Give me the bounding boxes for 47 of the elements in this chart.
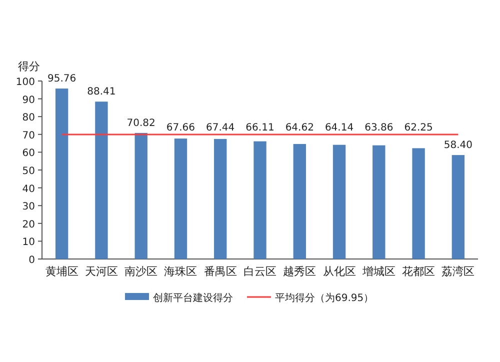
x-tick-label: 海珠区 (164, 265, 198, 278)
x-tick-label: 花都区 (402, 265, 436, 278)
bar (293, 144, 306, 259)
data-label: 64.14 (324, 122, 354, 134)
x-tick-label: 荔湾区 (442, 265, 475, 278)
y-tick-label: 70 (22, 130, 35, 142)
bar (134, 132, 148, 259)
data-label: 67.66 (166, 122, 196, 134)
bar (174, 138, 188, 259)
y-axis-title: 得分 (18, 60, 40, 73)
x-tick-label: 白云区 (244, 265, 276, 278)
data-label: 70.82 (126, 118, 156, 129)
bar (452, 155, 465, 259)
y-tick-label: 90 (22, 94, 35, 106)
data-label: 67.44 (206, 122, 235, 134)
y-tick-label: 60 (22, 148, 35, 160)
y-tick-label: 50 (22, 166, 35, 177)
y-tick-label: 30 (22, 202, 35, 213)
legend-label: 创新平台建设得分 (153, 292, 233, 304)
data-label: 88.41 (87, 86, 116, 98)
x-tick-label: 增城区 (361, 265, 396, 278)
y-tick-label: 20 (22, 219, 35, 230)
y-tick-label: 10 (22, 237, 35, 248)
bar (332, 144, 346, 259)
x-tick-label: 从化区 (322, 265, 356, 278)
x-tick-label: 番禺区 (204, 265, 237, 278)
x-tick-label: 天河区 (84, 265, 118, 278)
legend-label: 平均得分（为69.95） (275, 292, 374, 304)
data-label: 62.25 (404, 122, 433, 134)
bar (412, 148, 425, 259)
data-label: 63.86 (364, 122, 394, 134)
data-label: 95.76 (48, 74, 76, 85)
data-label: 58.40 (444, 140, 472, 152)
y-tick-label: 80 (22, 112, 35, 124)
bar (214, 138, 227, 259)
x-tick-label: 南沙区 (124, 265, 158, 278)
y-tick-label: 0 (28, 255, 35, 266)
x-tick-label: 黄埔区 (45, 265, 78, 278)
data-label: 64.62 (285, 122, 314, 134)
bar (372, 145, 386, 259)
bar (95, 102, 108, 259)
bar (55, 88, 68, 259)
y-tick-label: 100 (16, 77, 35, 88)
y-tick-label: 40 (22, 184, 35, 195)
x-tick-label: 越秀区 (283, 265, 316, 278)
bar (254, 141, 266, 259)
data-label: 66.11 (246, 122, 274, 134)
